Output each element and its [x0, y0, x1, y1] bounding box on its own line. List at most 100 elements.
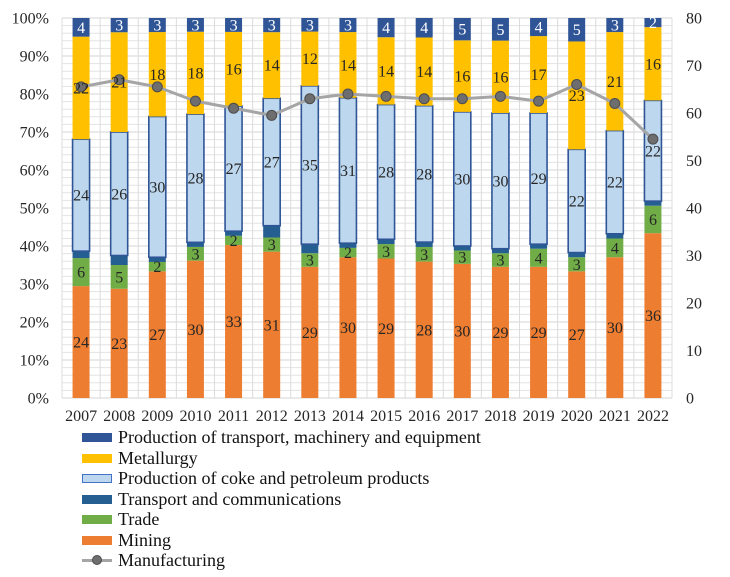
- legend-swatch-metallurgy: [82, 454, 112, 463]
- bar-segment-transport: [377, 239, 395, 245]
- y-right-tick-label: 0: [686, 391, 694, 408]
- data-label-coke: 27: [226, 161, 242, 178]
- bar-segment-mining: [110, 288, 128, 398]
- data-label-machinery: 3: [115, 18, 123, 35]
- data-label-machinery: 4: [382, 20, 390, 37]
- bar-segment-mining: [415, 261, 433, 398]
- data-label-mining: 31: [264, 317, 280, 334]
- bar-segment-machinery: [225, 18, 243, 32]
- manufacturing-marker: [533, 95, 545, 107]
- bar-segment-transport: [263, 225, 281, 238]
- legend-label-manufacturing: Manufacturing: [118, 550, 225, 570]
- x-tick-label: 2020: [561, 408, 593, 425]
- y-right-tick-label: 10: [686, 343, 702, 360]
- bar-segment-transport: [186, 242, 204, 247]
- legend-label-transport: Transport and communications: [118, 489, 342, 509]
- bar-segment-machinery: [568, 18, 586, 42]
- data-label-metallurgy: 16: [645, 56, 661, 73]
- y-left-tick-label: 50%: [20, 201, 49, 218]
- data-label-mining: 30: [454, 323, 470, 340]
- data-label-machinery: 4: [535, 20, 543, 37]
- bar-segment-trade: [377, 244, 395, 259]
- bar-segment-transport: [301, 244, 319, 254]
- legend-item-manufacturing: Manufacturing: [82, 550, 682, 570]
- x-tick-label: 2021: [599, 408, 631, 425]
- bar-segment-mining: [72, 286, 90, 398]
- bar-segment-machinery: [606, 18, 624, 33]
- bar-segment-metallurgy: [377, 37, 395, 105]
- bar-segment-metallurgy: [568, 41, 586, 150]
- data-label-trade: 3: [268, 237, 276, 254]
- bar-segment-machinery: [644, 18, 662, 28]
- data-label-machinery: 3: [344, 18, 352, 35]
- bar-segment-mining: [568, 271, 586, 398]
- bar-segment-mining: [644, 233, 662, 398]
- bar-segment-mining: [225, 245, 243, 398]
- bar-segment-metallurgy: [453, 40, 471, 112]
- x-tick-label: 2014: [332, 408, 364, 425]
- y-left-tick-label: 40%: [20, 239, 49, 256]
- bar-segment-mining: [339, 257, 357, 398]
- bar-segment-trade: [491, 253, 509, 267]
- bar-segment-mining: [491, 266, 509, 398]
- bar-segment-metallurgy: [644, 27, 662, 101]
- bar-segment-mining: [453, 263, 471, 398]
- data-label-trade: 3: [420, 247, 428, 264]
- manufacturing-marker: [189, 95, 201, 107]
- legend-item-mining: Mining: [82, 530, 682, 550]
- manufacturing-marker: [418, 93, 430, 105]
- data-label-coke: 30: [454, 171, 470, 188]
- data-label-mining: 30: [607, 320, 623, 337]
- y-left-tick-label: 100%: [12, 11, 49, 28]
- data-label-metallurgy: 14: [340, 57, 356, 74]
- data-label-trade: 3: [191, 246, 199, 263]
- data-label-machinery: 5: [496, 22, 504, 39]
- x-tick-label: 2015: [370, 408, 402, 425]
- data-label-coke: 30: [492, 173, 508, 190]
- bar-segment-trade: [568, 257, 586, 272]
- data-label-mining: 36: [645, 308, 661, 325]
- y-left-tick-label: 90%: [20, 49, 49, 66]
- data-label-coke: 28: [416, 166, 432, 183]
- bar-segment-trade: [110, 265, 128, 289]
- bar-segment-trade: [453, 250, 471, 264]
- bar-segment-metallurgy: [339, 32, 357, 98]
- y-right-tick-label: 40: [686, 201, 702, 218]
- x-tick-label: 2016: [408, 408, 440, 425]
- x-tick-label: 2017: [446, 408, 478, 425]
- bar-segment-trade: [301, 253, 319, 267]
- bar-segment-metallurgy: [530, 36, 548, 113]
- bar-segment-machinery: [530, 18, 548, 37]
- bar-segment-trade: [72, 258, 90, 287]
- data-label-mining: 27: [149, 327, 165, 344]
- data-label-metallurgy: 16: [226, 61, 242, 78]
- bar-segment-transport: [110, 255, 128, 265]
- data-label-machinery: 3: [191, 17, 199, 34]
- manufacturing-marker: [342, 88, 354, 100]
- bar-segment-metallurgy: [301, 31, 319, 86]
- data-label-machinery: 4: [77, 20, 85, 37]
- legend-swatch-machinery: [82, 433, 112, 442]
- bar-segment-transport: [148, 257, 166, 262]
- bar-segment-machinery: [301, 18, 319, 32]
- x-tick-label: 2012: [256, 408, 288, 425]
- data-label-trade: 2: [153, 259, 161, 276]
- manufacturing-marker: [75, 81, 87, 93]
- bar-segment-machinery: [110, 18, 128, 33]
- data-label-trade: 6: [649, 212, 657, 229]
- legend-label-trade: Trade: [118, 509, 160, 529]
- y-left-tick-label: 80%: [20, 87, 49, 104]
- legend-item-trade: Trade: [82, 509, 682, 529]
- legend-label-machinery: Production of transport, machinery and e…: [118, 427, 481, 447]
- bar-segment-mining: [377, 258, 395, 398]
- bar-segment-mining: [186, 260, 204, 398]
- legend-swatch-trade: [82, 515, 112, 524]
- data-label-metallurgy: 14: [264, 58, 280, 75]
- data-label-coke: 31: [340, 163, 356, 180]
- data-label-coke: 22: [645, 143, 661, 160]
- data-label-machinery: 5: [573, 22, 581, 39]
- data-label-trade: 3: [382, 244, 390, 261]
- data-label-coke: 30: [149, 179, 165, 196]
- y-right-tick-label: 60: [686, 106, 702, 123]
- manufacturing-marker: [228, 102, 240, 114]
